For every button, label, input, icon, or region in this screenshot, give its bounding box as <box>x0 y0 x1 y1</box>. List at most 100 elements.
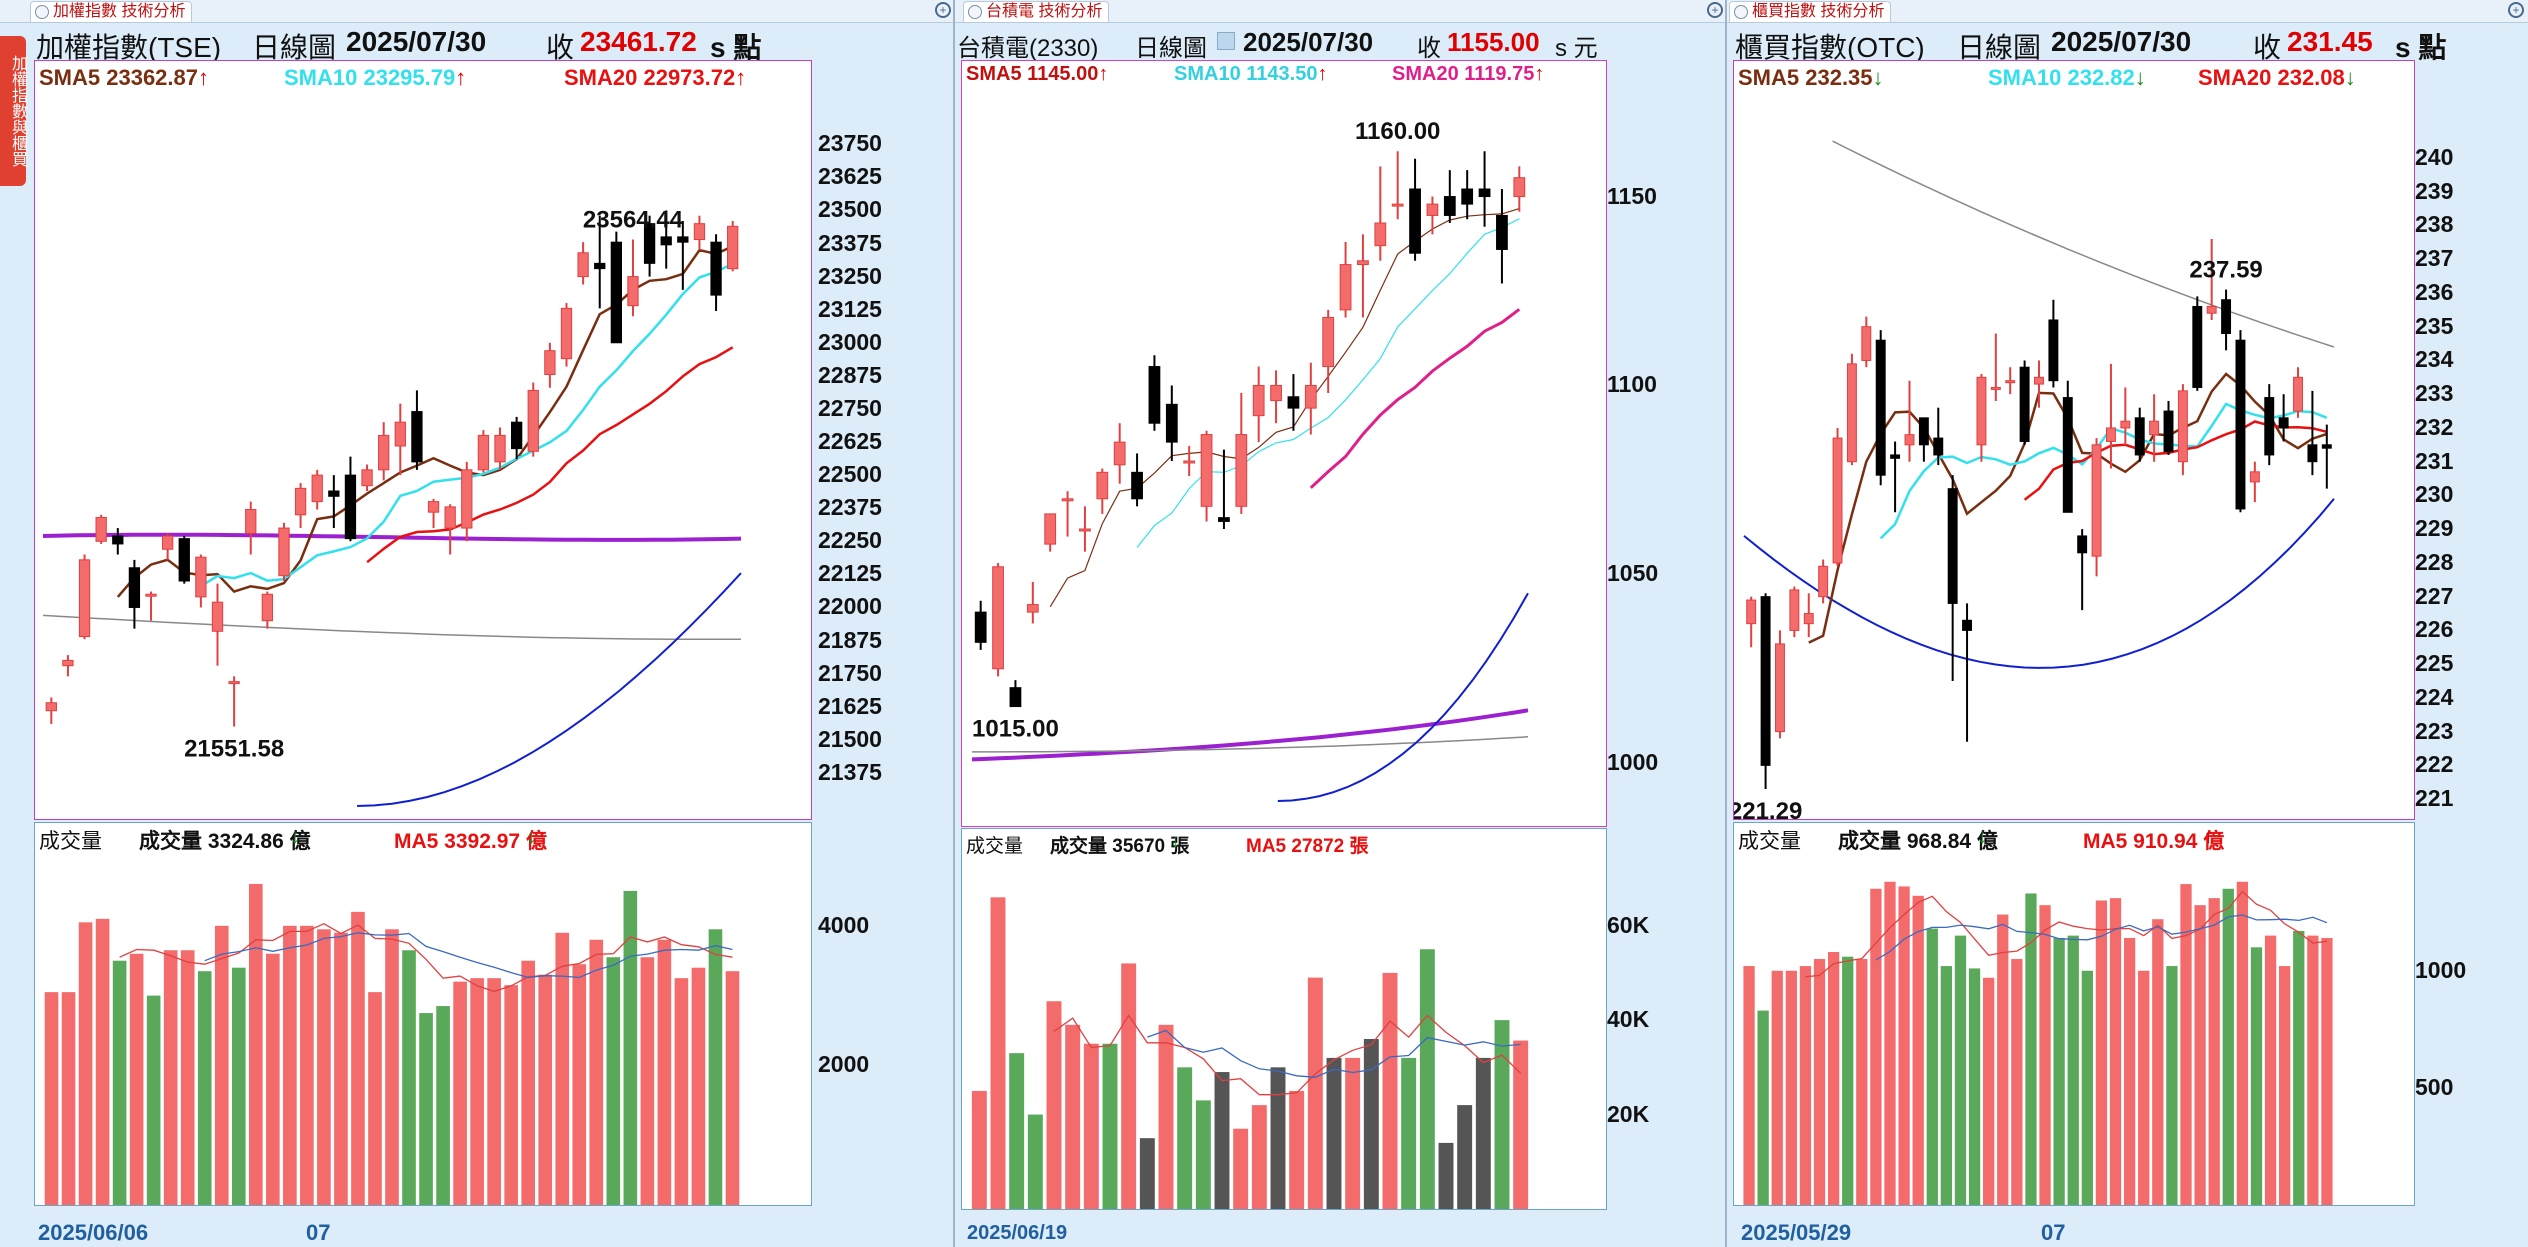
volume-bar[interactable] <box>623 890 638 1205</box>
candle[interactable] <box>1990 333 2001 401</box>
candle[interactable] <box>544 342 556 388</box>
candle[interactable] <box>510 416 523 460</box>
volume-bar[interactable] <box>2095 900 2108 1205</box>
candle[interactable] <box>261 591 274 629</box>
volume-bar[interactable] <box>2053 937 2065 1205</box>
volume-bar[interactable] <box>2180 884 2192 1205</box>
candle[interactable] <box>610 231 623 344</box>
volume-bar[interactable] <box>1757 1010 1769 1205</box>
candle[interactable] <box>1044 513 1057 552</box>
volume-bar[interactable] <box>521 960 536 1205</box>
volume-bar[interactable] <box>419 1013 433 1205</box>
price-chart-otc[interactable]: 237.59 221.29 SMA5 232.35 ↓ SMA10 232.82 … <box>1729 60 2415 825</box>
volume-bar[interactable] <box>248 883 263 1205</box>
candle[interactable] <box>1947 475 1958 682</box>
candle[interactable] <box>161 533 174 560</box>
volume-bar[interactable] <box>971 1090 987 1209</box>
zoom-icon[interactable]: + <box>1707 2 1723 18</box>
candle[interactable] <box>1832 427 1843 567</box>
volume-bar[interactable] <box>1214 1072 1230 1209</box>
candle[interactable] <box>195 554 207 608</box>
volume-bar[interactable] <box>708 929 723 1205</box>
candle[interactable] <box>1235 393 1248 514</box>
candle[interactable] <box>2048 299 2059 388</box>
volume-bar[interactable] <box>2208 898 2220 1205</box>
volume-bar[interactable] <box>317 929 331 1205</box>
candle[interactable] <box>2235 330 2246 513</box>
candle[interactable] <box>45 697 57 724</box>
volume-bar[interactable] <box>1799 966 1812 1205</box>
candle[interactable] <box>677 221 689 290</box>
volume-bar[interactable] <box>1009 1053 1025 1209</box>
candle[interactable] <box>1904 380 1915 462</box>
candle[interactable] <box>1933 407 1944 466</box>
volume-bar[interactable] <box>1401 1057 1417 1209</box>
volume-bar[interactable] <box>2194 905 2206 1205</box>
candle[interactable] <box>2120 387 2131 445</box>
candle[interactable] <box>1096 468 1109 514</box>
volume-bar[interactable] <box>1251 1105 1267 1209</box>
price-chart-tse[interactable]: 23564.44 21551.58 SMA5 23362.87 ↑ SMA10 2… <box>34 60 812 820</box>
candle[interactable] <box>643 215 656 277</box>
volume-bar[interactable] <box>1438 1142 1454 1209</box>
candle[interactable] <box>427 498 440 529</box>
candle[interactable] <box>394 403 406 476</box>
volume-bar[interactable] <box>1326 1057 1342 1209</box>
candle[interactable] <box>693 215 706 251</box>
candle[interactable] <box>2307 390 2318 476</box>
candle[interactable] <box>1252 366 1265 443</box>
candle[interactable] <box>1270 370 1282 424</box>
volume-bar[interactable] <box>2321 937 2333 1205</box>
volume-chart-tse[interactable]: 成交量 成交量 3324.86 ↓ 億 MA5 3392.97 ↓ 億 <box>34 822 812 1206</box>
candle[interactable] <box>1131 453 1143 507</box>
candle[interactable] <box>128 559 141 629</box>
volume-bar[interactable] <box>1177 1067 1193 1209</box>
volume-bar[interactable] <box>1046 1001 1062 1209</box>
volume-bar[interactable] <box>1785 970 1797 1205</box>
candle[interactable] <box>2105 363 2116 469</box>
candle[interactable] <box>461 461 473 542</box>
candle[interactable] <box>1357 234 1369 318</box>
tab-otc-analysis[interactable]: 櫃買指數 技術分析 <box>1729 1 1892 23</box>
volume-bar[interactable] <box>1457 1105 1473 1209</box>
volume-bar[interactable] <box>95 918 110 1205</box>
volume-bar[interactable] <box>1419 949 1435 1209</box>
volume-bar[interactable] <box>61 992 76 1205</box>
candle[interactable] <box>145 591 157 621</box>
volume-bar[interactable] <box>725 971 740 1205</box>
side-tab[interactable]: 加權指數與櫃買 <box>0 36 26 186</box>
candle[interactable] <box>974 600 987 650</box>
period-label[interactable]: 日線圖 <box>1957 32 2042 63</box>
candle[interactable] <box>78 554 91 640</box>
candle[interactable] <box>992 563 1004 677</box>
candle[interactable] <box>1409 158 1421 261</box>
volume-bar[interactable] <box>2264 935 2277 1205</box>
volume-bar[interactable] <box>300 925 314 1205</box>
volume-bar[interactable] <box>112 960 127 1205</box>
volume-bar[interactable] <box>402 950 416 1205</box>
candle[interactable] <box>1113 423 1126 484</box>
volume-bar[interactable] <box>1771 970 1783 1205</box>
volume-bar[interactable] <box>691 967 706 1205</box>
candle[interactable] <box>1443 170 1456 223</box>
volume-bar[interactable] <box>1289 1090 1305 1209</box>
volume-bar[interactable] <box>368 992 382 1205</box>
volume-bar[interactable] <box>1475 1057 1491 1209</box>
volume-bar[interactable] <box>283 925 297 1205</box>
candle[interactable] <box>1875 330 1886 486</box>
candle[interactable] <box>444 504 456 555</box>
candle[interactable] <box>2177 384 2188 476</box>
candle[interactable] <box>527 382 539 457</box>
volume-bar[interactable] <box>129 953 144 1205</box>
volume-bar[interactable] <box>266 953 280 1205</box>
volume-bar[interactable] <box>2109 898 2122 1205</box>
volume-bar[interactable] <box>2307 935 2319 1205</box>
tab-tse-analysis[interactable]: 加權指數 技術分析 <box>30 1 193 23</box>
candle[interactable] <box>2019 360 2030 445</box>
volume-bar[interactable] <box>1121 963 1137 1209</box>
candle[interactable] <box>1026 581 1039 624</box>
volume-bar[interactable] <box>1233 1128 1249 1209</box>
candle[interactable] <box>1165 385 1178 461</box>
volume-bar[interactable] <box>2123 937 2136 1205</box>
volume-bar[interactable] <box>1997 914 2009 1205</box>
